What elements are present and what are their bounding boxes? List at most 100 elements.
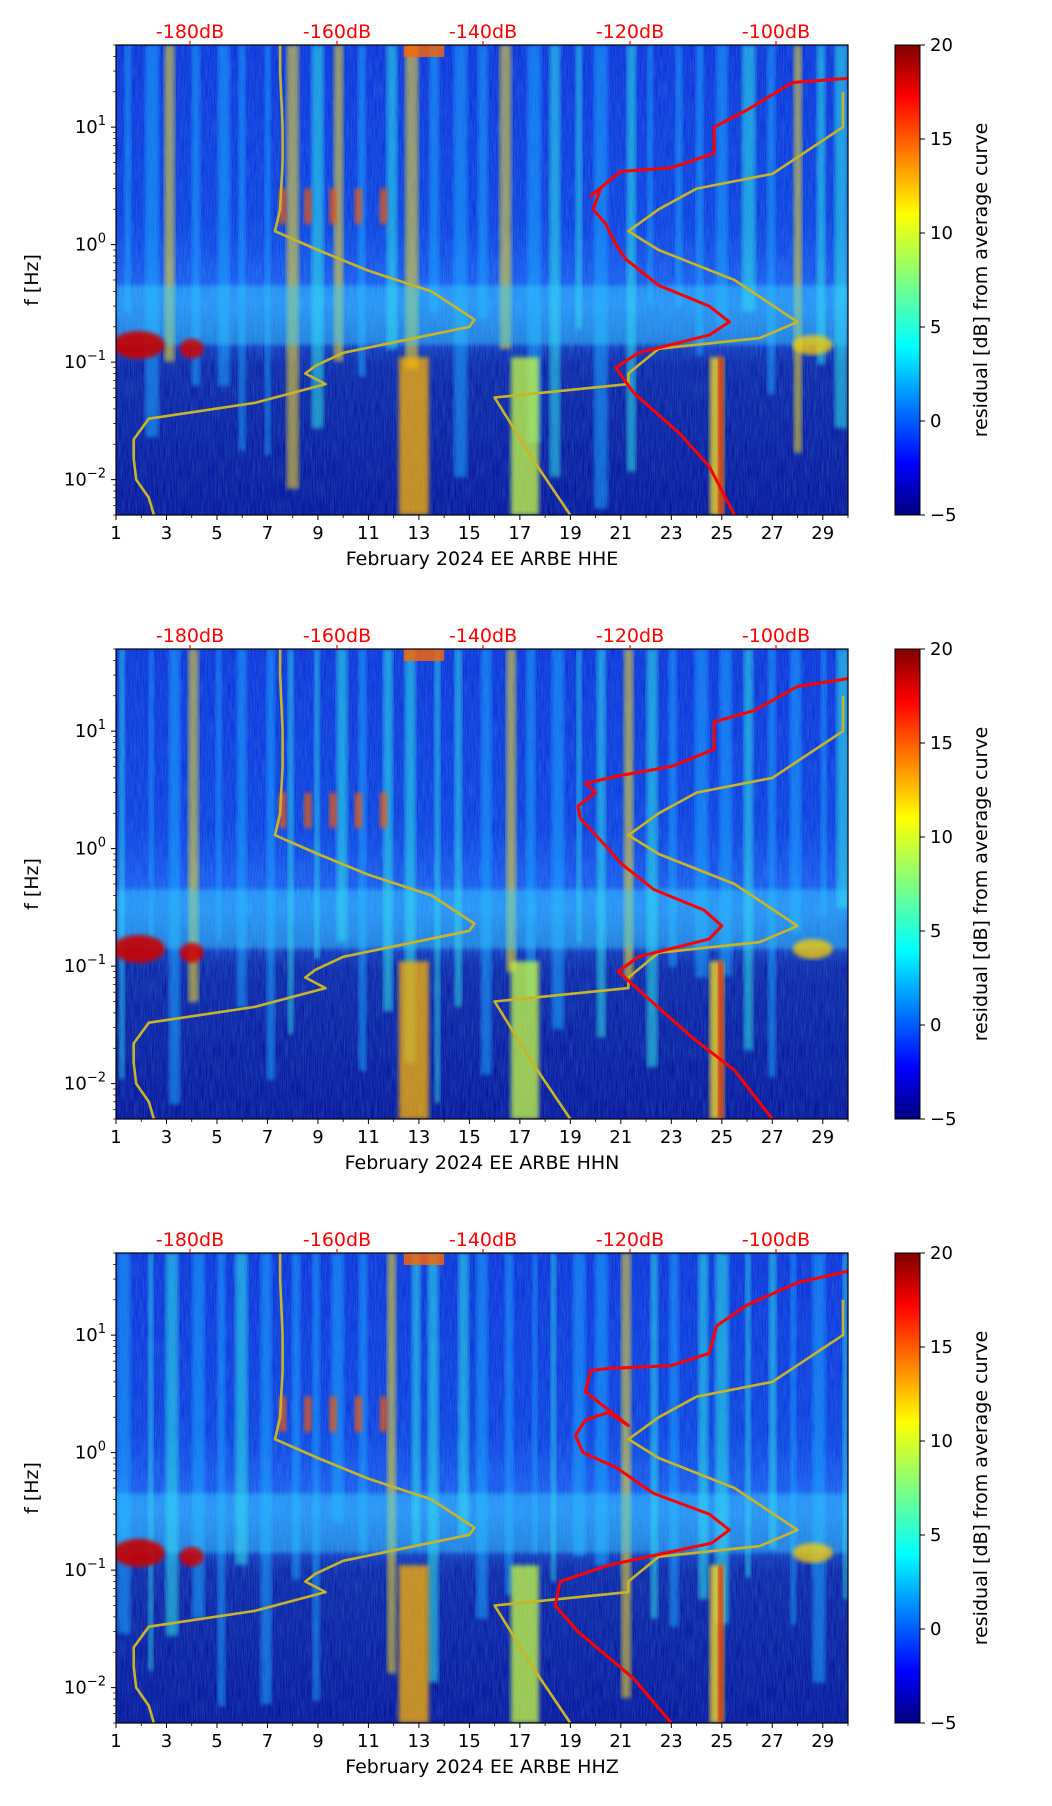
noise-stripe [382,649,393,1012]
y-tick-label: 100 [75,836,106,860]
noise-stripe [238,45,246,451]
noise-band [510,357,539,515]
noise-stripe [336,649,348,942]
x-tick-label: 15 [458,1731,481,1752]
storm-blob [792,1542,833,1563]
x-tick-label: 25 [710,1731,733,1752]
hot-spot [303,188,312,224]
colorbar-tick-label: 5 [930,921,941,942]
noise-stripe [331,1253,344,1522]
y-tick-label: 10−2 [64,1071,106,1095]
noise-stripe [217,1253,226,1707]
noise-stripe [453,45,468,478]
y-tick-label: 10−1 [64,1557,106,1581]
noise-stripe [216,649,222,941]
noise-stripe [260,1253,272,1705]
hot-spot [303,792,312,828]
noise-band [718,1565,724,1723]
x-tick-label: 7 [262,1731,273,1752]
x-tick-label: 15 [458,1127,481,1148]
series-line-2 [493,695,845,1119]
x-tick-label: 29 [811,1731,834,1752]
db-tick-label: -140dB [449,1229,517,1251]
db-tick-label: -100dB [742,1229,810,1251]
x-tick-label: 13 [407,1731,430,1752]
noise-stripe [429,45,440,312]
colorbar-tick-label: 20 [930,35,953,56]
x-tick-label: 5 [211,1127,222,1148]
noise-band [510,961,539,1119]
x-tick-label: 21 [609,1731,632,1752]
microseism-band [116,285,848,345]
y-tick-label: 10−2 [64,1675,106,1699]
y-tick-label: 100 [75,232,106,256]
x-tick-label: 5 [211,523,222,544]
noise-stripe [148,649,154,948]
colorbar-tick-label: 15 [930,733,953,754]
noise-stripe [595,1253,609,1566]
noise-stripe [358,649,367,1071]
hot-spot [379,1396,388,1432]
noise-stripe [499,45,512,349]
y-tick-label: 101 [75,718,106,742]
x-tick-label: 11 [357,1127,380,1148]
hot-spot [354,188,363,224]
storm-blob [116,934,165,963]
noise-stripe [236,649,247,1008]
colorbar-label: residual [dB] from average curve [970,727,992,1042]
noise-stripe [767,45,776,395]
hot-spot [354,1396,363,1432]
colorbar-tick-label: 10 [930,827,953,848]
x-axis-label: February 2024 EE ARBE HHE [346,548,619,570]
noise-stripe [669,1253,679,1627]
hot-spot [379,188,388,224]
y-tick-label: 10−1 [64,349,106,373]
x-tick-label: 3 [161,523,172,544]
noise-stripe [695,45,704,356]
noise-stripe [480,649,492,1075]
x-tick-label: 19 [559,1731,582,1752]
noise-stripe [743,649,754,1051]
noise-stripe [675,45,683,307]
series-line-3 [589,76,848,515]
colorbar [894,44,921,516]
noise-stripe [789,649,802,933]
colorbar [894,1252,921,1724]
storm-blob [179,942,204,963]
x-tick-label: 17 [508,523,531,544]
noise-stripe [333,45,344,362]
x-axis-label: February 2024 EE ARBE HHZ [345,1756,619,1778]
x-tick-label: 17 [508,1731,531,1752]
noise-stripe [698,1253,709,1600]
noise-stripe [820,649,827,918]
x-axis-label: February 2024 EE ARBE HHN [345,1152,620,1174]
storm-blob [179,338,204,359]
y-axis-label: f [Hz] [21,254,43,306]
colorbar-tick-label: 0 [930,1619,941,1640]
noise-stripe [816,45,826,365]
noise-stripe [646,649,658,1068]
x-tick-label: 3 [161,1731,172,1752]
storm-blob [792,334,833,355]
x-tick-label: 1 [110,1127,121,1148]
storm-blob [179,1546,204,1567]
y-axis-label: f [Hz] [21,858,43,910]
db-tick-label: -180dB [156,21,224,43]
noise-band [398,1565,429,1723]
colorbar-tick-label: 15 [930,129,953,150]
series-line-2 [493,91,845,515]
noise-stripe [124,45,132,312]
noise-stripe [575,45,583,329]
noise-stripe [650,1253,658,1619]
db-tick-label: -140dB [449,625,517,647]
x-tick-label: 19 [559,523,582,544]
noise-band [398,961,429,1119]
series-line-1 [132,1253,476,1723]
db-tick-label: -120dB [596,1229,664,1251]
x-tick-label: 9 [312,1127,323,1148]
noise-stripe [191,45,201,386]
x-tick-label: 17 [508,1127,531,1148]
noise-band [510,1565,539,1723]
x-tick-label: 3 [161,1127,172,1148]
colorbar-tick-label: 10 [930,223,953,244]
